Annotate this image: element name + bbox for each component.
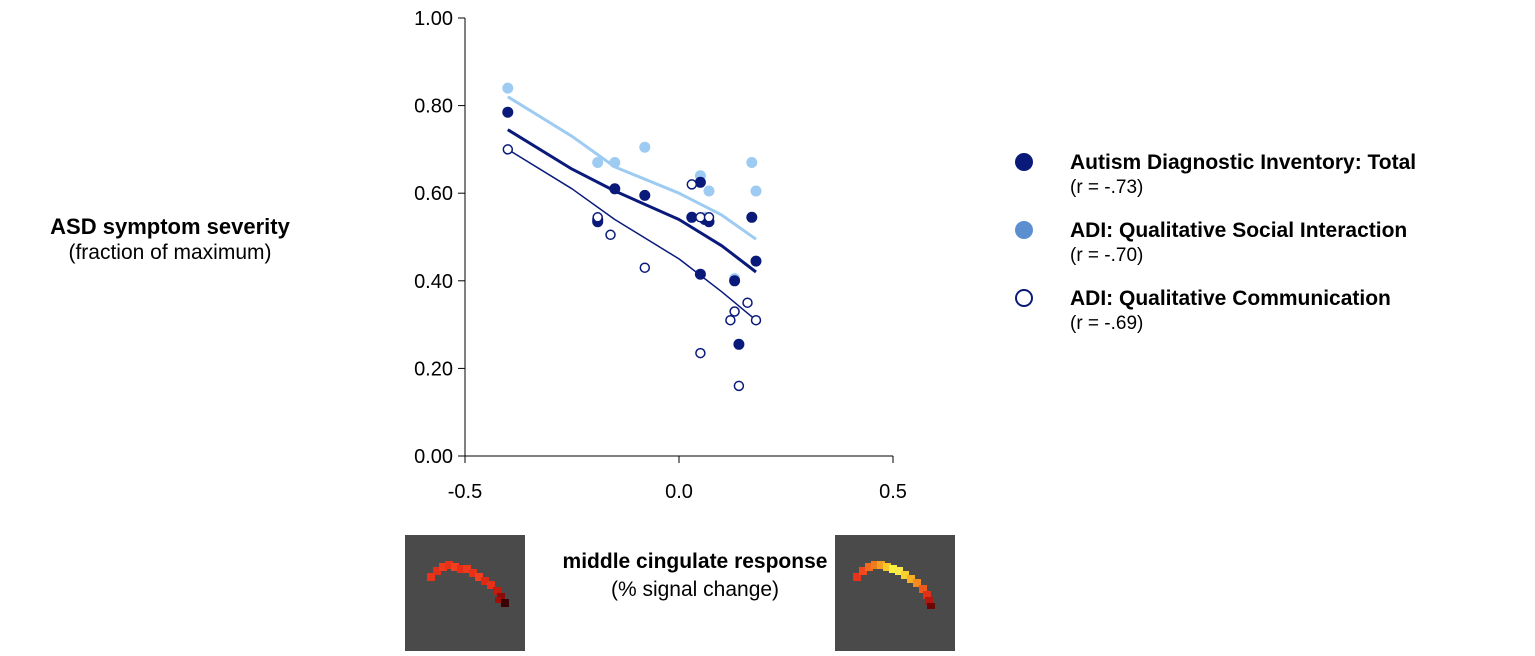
data-point-series-1 xyxy=(750,185,762,197)
data-point-series-2 xyxy=(605,229,616,241)
y-tick-label: 0.20 xyxy=(414,358,453,380)
legend-r-value: (r = -.69) xyxy=(1070,313,1144,334)
legend: Autism Diagnostic Inventory: Total (r = … xyxy=(1010,150,1416,354)
legend-item-social: ADI: Qualitative Social Interaction (r =… xyxy=(1010,218,1416,268)
trend-lines xyxy=(507,95,757,321)
activation-map-image xyxy=(427,561,509,607)
trend-line-series-2 xyxy=(507,148,757,321)
trend-line-series-1 xyxy=(507,95,757,241)
brain-activation-thumbnail-left xyxy=(405,535,525,651)
legend-label: ADI: Qualitative Communication xyxy=(1070,287,1391,310)
y-axis-subtitle: (fraction of maximum) xyxy=(68,241,272,264)
y-tick-label: 0.60 xyxy=(414,183,453,205)
data-point-series-1 xyxy=(746,157,758,168)
data-point-series-0 xyxy=(694,268,706,280)
data-point-series-0 xyxy=(686,211,698,223)
y-tick-label: 1.00 xyxy=(414,8,453,30)
data-point-series-1 xyxy=(609,157,621,168)
legend-label: Autism Diagnostic Inventory: Total xyxy=(1070,151,1417,174)
data-point-series-2 xyxy=(725,314,736,326)
data-point-series-2 xyxy=(686,179,698,190)
data-point-series-0 xyxy=(733,338,745,350)
y-axis-title: ASD symptom severity xyxy=(50,214,290,239)
data-point-series-0 xyxy=(639,189,651,201)
legend-r-value: (r = -.73) xyxy=(1070,177,1144,198)
x-tick-label: -0.5 xyxy=(448,481,482,503)
data-point-series-2 xyxy=(592,212,603,223)
data-point-series-0 xyxy=(694,176,706,188)
data-points xyxy=(502,82,762,392)
y-axis-label: ASD symptom severity (fraction of maximu… xyxy=(0,214,340,266)
data-point-series-2 xyxy=(695,347,706,359)
data-point-series-2 xyxy=(750,314,762,326)
trend-line-series-0 xyxy=(507,128,757,274)
x-tick-label: 0.0 xyxy=(665,481,693,503)
scatter-chart: 0.00 0.20 0.40 0.60 0.80 1.00 -0.5 0.0 0.5 xyxy=(414,8,907,503)
legend-label: ADI: Qualitative Social Interaction xyxy=(1070,219,1408,242)
legend-marker-open xyxy=(1015,289,1033,307)
legend-marker-filled-dark xyxy=(1015,153,1033,171)
data-point-series-0 xyxy=(750,255,762,267)
x-axis-title: middle cingulate response xyxy=(562,550,828,573)
data-point-series-0 xyxy=(502,106,514,118)
legend-marker-filled-light xyxy=(1015,221,1033,239)
data-point-series-2 xyxy=(639,262,651,273)
activation-map-image xyxy=(853,561,935,609)
data-point-series-2 xyxy=(742,297,753,308)
brain-activation-thumbnail-right xyxy=(835,535,955,651)
legend-item-communication: ADI: Qualitative Communication (r = -.69… xyxy=(1010,286,1416,336)
data-point-series-0 xyxy=(609,183,621,195)
x-axis-subtitle: (% signal change) xyxy=(610,578,780,601)
data-point-series-2 xyxy=(729,306,740,317)
y-tick-label: 0.00 xyxy=(414,446,453,468)
data-point-series-2 xyxy=(502,144,514,155)
data-point-series-1 xyxy=(639,141,651,153)
data-point-series-2 xyxy=(703,212,715,223)
data-point-series-1 xyxy=(592,157,604,168)
data-point-series-0 xyxy=(729,275,741,287)
legend-item-total: Autism Diagnostic Inventory: Total (r = … xyxy=(1010,150,1416,200)
data-point-series-0 xyxy=(746,211,758,223)
legend-r-value: (r = -.70) xyxy=(1070,245,1144,266)
chart-axes: 0.00 0.20 0.40 0.60 0.80 1.00 -0.5 0.0 0.5 xyxy=(414,8,907,503)
data-point-series-2 xyxy=(733,380,745,392)
x-axis-label: middle cingulate response (% signal chan… xyxy=(545,548,845,604)
data-point-series-1 xyxy=(703,185,715,197)
y-tick-label: 0.80 xyxy=(414,96,453,118)
data-point-series-1 xyxy=(502,82,514,94)
y-tick-label: 0.40 xyxy=(414,271,453,293)
x-tick-label: 0.5 xyxy=(879,481,907,503)
data-point-series-2 xyxy=(695,212,706,223)
